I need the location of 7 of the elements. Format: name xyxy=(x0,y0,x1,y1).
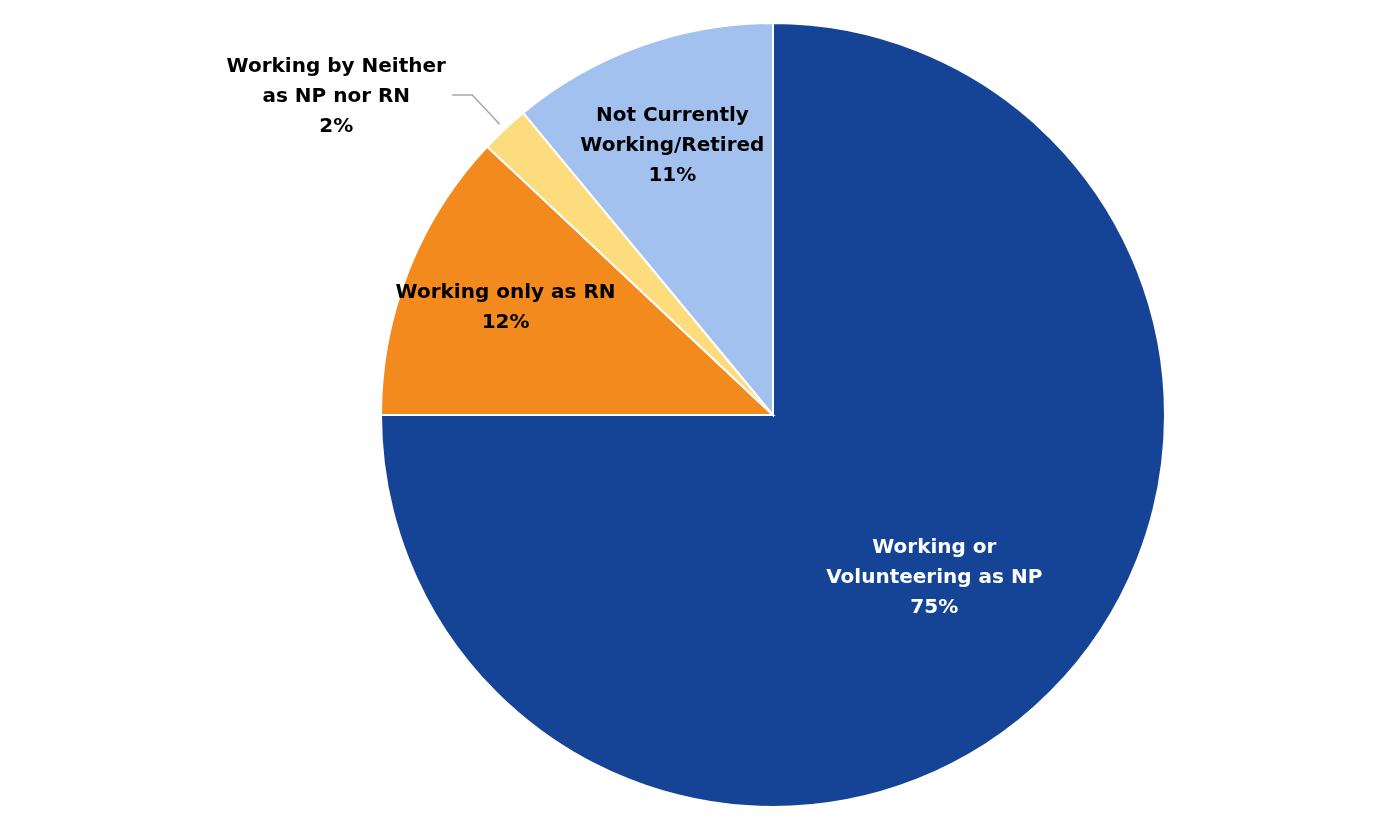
data-label: 12% xyxy=(481,309,530,334)
slice-label: Not Currently Working/Retired xyxy=(580,102,765,157)
data-label: 2% xyxy=(319,113,354,138)
data-label: 11% xyxy=(648,162,697,187)
slice-label: Working or Volunteering as NP xyxy=(826,534,1043,589)
data-label: 75% xyxy=(910,594,959,619)
slice-label: Working by Neither as NP nor RN xyxy=(226,53,447,108)
